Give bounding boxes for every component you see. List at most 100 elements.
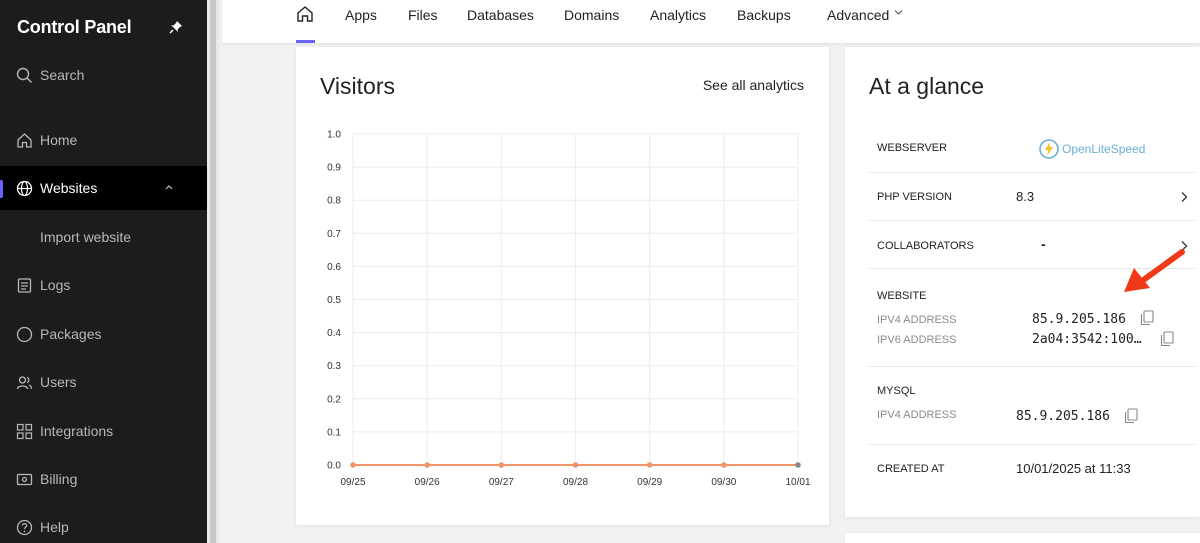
sidebar: Control Panel Search Home Websites Impor… bbox=[0, 0, 207, 543]
tab-apps[interactable]: Apps bbox=[345, 7, 377, 23]
integrations-icon bbox=[16, 423, 33, 439]
tab-files[interactable]: Files bbox=[408, 7, 438, 23]
y-tick-label: 1.0 bbox=[327, 130, 341, 141]
globe-icon bbox=[16, 180, 33, 196]
red-arrow-annotation bbox=[1124, 249, 1185, 292]
x-tick-label: 09/27 bbox=[489, 477, 514, 488]
openlitespeed-logo: OpenLiteSpeed bbox=[1039, 139, 1145, 159]
mysql-ipv4-label: IPV4 ADDRESS bbox=[877, 409, 957, 421]
tab-domains[interactable]: Domains bbox=[564, 7, 620, 23]
home-icon bbox=[17, 132, 32, 148]
home-tab-icon[interactable] bbox=[296, 5, 314, 23]
visitors-title: Visitors bbox=[320, 73, 395, 99]
app-title: Control Panel bbox=[17, 16, 132, 37]
created-at-row: CREATED AT 10/01/2025 at 11:33 bbox=[869, 445, 1195, 493]
ipv6-label: IPV6 ADDRESS bbox=[877, 334, 957, 346]
chevron-up-icon bbox=[165, 185, 173, 190]
copy-icon[interactable] bbox=[1160, 331, 1174, 347]
data-point bbox=[795, 462, 801, 468]
tab-backups[interactable]: Backups bbox=[737, 7, 791, 23]
sidebar-item-label: Integrations bbox=[40, 423, 114, 439]
copy-icon[interactable] bbox=[1140, 310, 1154, 326]
logs-icon bbox=[17, 277, 32, 293]
sidebar-item-label: Packages bbox=[40, 326, 102, 342]
tab-analytics[interactable]: Analytics bbox=[650, 7, 707, 23]
sidebar-item-users[interactable]: Users bbox=[0, 360, 207, 404]
created-at-label: CREATED AT bbox=[877, 463, 945, 475]
tab-advanced[interactable]: Advanced bbox=[827, 7, 890, 23]
top-navigation: Apps Files Databases Domains Analytics B… bbox=[222, 0, 1200, 43]
ipv4-value: 85.9.205.186 bbox=[1032, 312, 1126, 327]
data-point bbox=[646, 462, 653, 468]
data-point bbox=[350, 462, 356, 468]
tab-databases[interactable]: Databases bbox=[467, 7, 534, 23]
copy-icon[interactable] bbox=[1124, 408, 1138, 424]
sidebar-item-home[interactable]: Home bbox=[0, 118, 207, 162]
sidebar-item-label: Websites bbox=[40, 180, 98, 196]
data-point bbox=[498, 462, 505, 468]
search-icon bbox=[16, 67, 32, 83]
sidebar-item-label: Home bbox=[40, 132, 78, 148]
php-version-row[interactable]: PHP VERSION 8.3 bbox=[869, 173, 1195, 221]
see-all-analytics-link[interactable]: See all analytics bbox=[702, 77, 804, 93]
y-tick-label: 0.8 bbox=[327, 196, 341, 207]
users-icon bbox=[16, 375, 33, 389]
x-tick-label: 10/01 bbox=[785, 477, 810, 488]
sidebar-item-help[interactable]: Help bbox=[0, 505, 207, 543]
ipv6-value: 2a04:3542:100… bbox=[1032, 332, 1142, 347]
visitors-card: Visitors See all analytics 1.0 0.9 0.8 0.7 0… bbox=[296, 47, 829, 525]
x-tick-label: 09/25 bbox=[340, 477, 365, 488]
x-tick-label: 09/26 bbox=[415, 477, 440, 488]
sidebar-item-label: Users bbox=[40, 374, 77, 390]
chevron-right-icon[interactable] bbox=[1179, 240, 1189, 252]
active-tab-indicator bbox=[296, 40, 315, 43]
sidebar-item-websites[interactable]: Websites bbox=[0, 166, 207, 210]
data-point bbox=[572, 462, 579, 468]
visitors-chart: 1.0 0.9 0.8 0.7 0.6 0.5 0.4 0.3 0.2 0.1 0.0 09/25 09… bbox=[327, 130, 811, 489]
php-version-value: 8.3 bbox=[1016, 189, 1035, 204]
mysql-label: MYSQL bbox=[877, 385, 916, 397]
y-tick-label: 0.6 bbox=[327, 262, 341, 273]
glance-title: At a glance bbox=[869, 73, 985, 99]
pin-icon[interactable] bbox=[169, 20, 183, 34]
x-tick-label: 09/29 bbox=[637, 477, 662, 488]
sidebar-item-label: Help bbox=[40, 519, 69, 535]
sidebar-item-label: Search bbox=[40, 67, 85, 83]
data-point bbox=[721, 462, 727, 468]
collaborators-row[interactable]: COLLABORATORS - bbox=[869, 221, 1195, 269]
mysql-row: MYSQL IPV4 ADDRESS 85.9.205.186 bbox=[869, 367, 1195, 445]
y-tick-label: 0.0 bbox=[327, 461, 341, 472]
y-tick-label: 0.2 bbox=[327, 394, 341, 405]
ipv4-label: IPV4 ADDRESS bbox=[877, 314, 957, 326]
webserver-value: OpenLiteSpeed bbox=[1062, 142, 1146, 156]
y-tick-label: 0.7 bbox=[327, 229, 341, 240]
sidebar-item-label: Import website bbox=[40, 229, 132, 245]
sidebar-item-import-website[interactable]: Import website bbox=[0, 215, 207, 259]
packages-icon bbox=[16, 326, 33, 342]
collaborators-value: - bbox=[1041, 236, 1046, 252]
sidebar-item-label: Logs bbox=[40, 277, 71, 293]
sidebar-item-search[interactable]: Search bbox=[0, 53, 207, 97]
sidebar-header: Control Panel bbox=[0, 0, 207, 54]
sidebar-item-billing[interactable]: Billing bbox=[0, 457, 207, 501]
website-label: WEBSITE bbox=[877, 290, 927, 302]
created-at-value: 10/01/2025 at 11:33 bbox=[1016, 461, 1131, 476]
billing-icon bbox=[16, 473, 33, 485]
php-version-label: PHP VERSION bbox=[877, 191, 952, 203]
sidebar-item-packages[interactable]: Packages bbox=[0, 312, 207, 356]
sidebar-item-integrations[interactable]: Integrations bbox=[0, 409, 207, 453]
sidebar-item-logs[interactable]: Logs bbox=[0, 263, 207, 307]
y-tick-label: 0.3 bbox=[327, 361, 341, 372]
x-tick-label: 09/30 bbox=[711, 477, 736, 488]
website-row: WEBSITE IPV4 ADDRESS 85.9.205.186 IPV6 A… bbox=[869, 269, 1195, 367]
scrollbar-thumb[interactable] bbox=[210, 0, 216, 543]
sidebar-scrollbar[interactable] bbox=[207, 0, 219, 543]
x-tick-label: 09/28 bbox=[563, 477, 588, 488]
chevron-right-icon[interactable] bbox=[1179, 191, 1189, 203]
webserver-label: WEBSERVER bbox=[877, 142, 948, 154]
help-icon bbox=[16, 519, 33, 535]
data-point bbox=[424, 462, 430, 468]
webserver-row: WEBSERVER OpenLiteSpeed bbox=[869, 125, 1195, 173]
collaborators-label: COLLABORATORS bbox=[877, 240, 974, 252]
mysql-ipv4-value: 85.9.205.186 bbox=[1016, 409, 1110, 424]
